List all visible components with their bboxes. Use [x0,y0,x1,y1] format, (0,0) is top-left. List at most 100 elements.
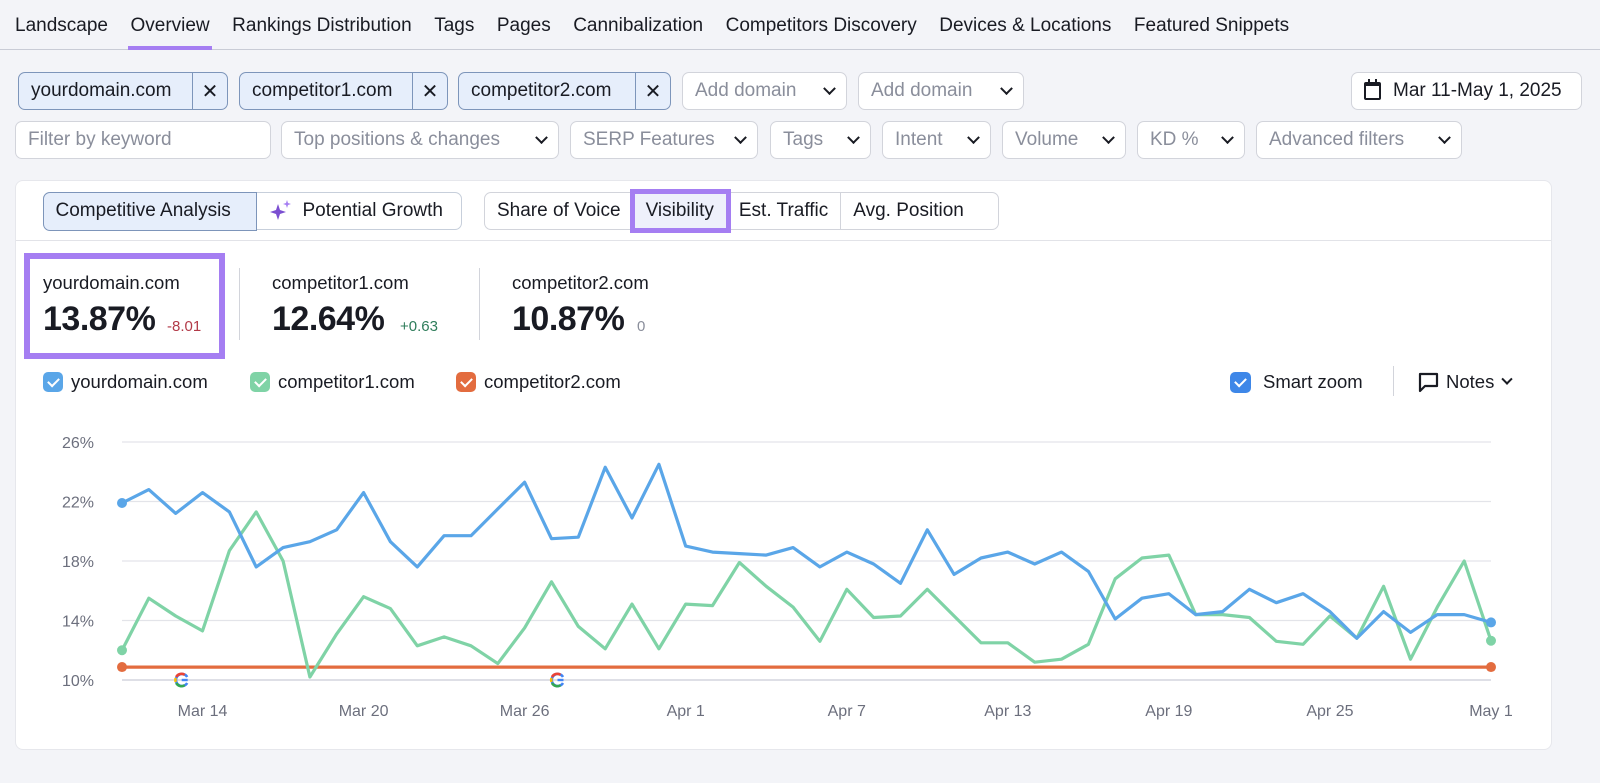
intent-dropdown[interactable]: Intent [882,121,991,159]
metric-share-of-voice[interactable]: Share of Voice [485,193,634,229]
checkbox-icon [43,372,63,392]
tab-overview[interactable]: Overview [128,15,212,50]
legend-label: yourdomain.com [71,371,208,392]
tab-cannibalization[interactable]: Cannibalization [573,15,704,36]
chart-grid [122,441,1491,681]
x-tick-label: Apr 13 [984,703,1031,720]
x-tick-label: May 1 [1469,703,1513,720]
metric-change: +0.63 [400,318,438,335]
chevron-down-icon [1221,130,1234,144]
x-axis: Mar 14 Mar 20 Mar 26 Apr 1 Apr 7 Apr 13 Apr 19… [178,703,1513,720]
checkbox-icon [456,372,476,392]
top-positions-dropdown[interactable]: Top positions & changes [281,121,559,159]
metric-competitor2[interactable]: competitor2.com 10.87% 0 [512,256,712,356]
divider [479,268,480,340]
x-tick-label: Mar 14 [178,703,228,720]
filters-row: Top positions & changes SERP Features Ta… [15,121,1582,159]
series-start-dot [117,497,127,508]
metric-competitor1[interactable]: competitor1.com 12.64% +0.63 [272,256,472,356]
dropdown-label: Tags [783,129,824,150]
smart-zoom-toggle[interactable]: Smart zoom [1230,371,1363,393]
advanced-filters-dropdown[interactable]: Advanced filters [1256,121,1462,159]
serp-features-dropdown[interactable]: SERP Features [570,121,758,159]
divider [1393,366,1394,396]
divider [239,268,240,340]
chevron-down-icon [535,130,548,144]
metric-value: 12.64% [272,300,385,338]
x-tick-label: Apr 25 [1306,703,1353,720]
metric-est-traffic[interactable]: Est. Traffic [727,193,842,229]
smart-zoom-label: Smart zoom [1263,371,1363,392]
tab-featured-snippets[interactable]: Featured Snippets [1133,15,1290,36]
metric-domain: competitor2.com [512,272,649,293]
y-tick-label: 14% [62,614,94,631]
google-update-icon[interactable] [549,672,565,688]
mode-competitive-analysis[interactable]: Competitive Analysis [42,191,257,231]
metric-change: 0 [637,318,646,335]
domain-chip-yourdomain: yourdomain.com ✕ [18,72,228,110]
metric-visibility[interactable]: Visibility [629,189,731,233]
tab-competitors-discovery[interactable]: Competitors Discovery [725,15,917,36]
add-domain-dropdown-1[interactable]: Add domain [682,72,847,110]
notes-dropdown[interactable]: Notes [1418,371,1513,393]
metric-change: -8.01 [167,318,202,335]
metric-domain: yourdomain.com [43,272,180,293]
tags-dropdown[interactable]: Tags [770,121,871,159]
series-line-yourdomain.com[interactable] [121,462,1492,640]
mode-toggle: Competitive Analysis Potential Growth [42,191,462,231]
series-line-competitor1.com[interactable] [120,510,1493,679]
tab-tags[interactable]: Tags [434,15,475,36]
y-tick-label: 26% [62,435,94,452]
series-end-dot [1486,662,1496,673]
domain-chip-label: competitor2.com [459,73,636,109]
series-end-dot [1486,617,1496,628]
domain-chip-competitor1: competitor1.com ✕ [239,72,448,110]
tab-devices-locations[interactable]: Devices & Locations [939,15,1112,36]
y-tick-label: 22% [62,495,94,512]
mode-potential-growth[interactable]: Potential Growth [257,193,462,229]
legend-label: competitor1.com [278,371,415,392]
kd-dropdown[interactable]: KD % [1137,121,1245,159]
keyword-filter-input[interactable] [16,122,270,158]
legend-yourdomain[interactable]: yourdomain.com [43,371,208,393]
domain-chip-label: competitor1.com [240,73,413,109]
metric-toggle: Share of Voice Visibility Est. Traffic A… [484,189,999,233]
legend-label: competitor2.com [484,371,621,392]
metric-value: 13.87% [43,300,156,338]
summary-metrics: yourdomain.com 13.87% -8.01 competitor1.… [16,253,816,359]
domain-chip-competitor2: competitor2.com ✕ [458,72,671,110]
x-tick-label: Apr 19 [1145,703,1192,720]
chevron-down-icon [847,130,860,144]
chevron-down-icon [823,81,836,95]
metric-avg-position[interactable]: Avg. Position [853,200,964,221]
google-update-icon[interactable] [174,672,189,688]
add-domain-label: Add domain [871,80,973,101]
y-tick-label: 10% [62,673,94,690]
legend-competitor1[interactable]: competitor1.com [250,371,415,393]
date-range-picker[interactable]: Mar 11-May 1, 2025 [1351,72,1582,110]
add-domain-label: Add domain [695,80,797,101]
visibility-card: Competitive Analysis Potential Growth Sh… [15,180,1552,750]
tab-rankings-distribution[interactable]: Rankings Distribution [232,15,412,36]
close-icon[interactable]: ✕ [201,80,219,103]
add-domain-dropdown-2[interactable]: Add domain [858,72,1024,110]
tab-landscape[interactable]: Landscape [15,15,108,36]
dropdown-label: Volume [1015,129,1079,150]
volume-dropdown[interactable]: Volume [1002,121,1126,159]
tab-pages[interactable]: Pages [496,15,551,36]
close-icon[interactable]: ✕ [421,80,439,103]
close-icon[interactable]: ✕ [644,80,662,103]
keyword-filter [15,121,271,159]
visibility-line-chart[interactable]: 26% 22% 18% 14% 10% Mar 14 Mar 20 Mar 26 Apr 1 A… [16,411,1553,731]
card-header: Competitive Analysis Potential Growth Sh… [16,181,1551,241]
comment-icon [1418,372,1439,393]
chevron-down-icon [967,130,980,144]
dropdown-label: Advanced filters [1269,129,1405,150]
notes-label: Notes [1446,371,1495,392]
metric-yourdomain[interactable]: yourdomain.com 13.87% -8.01 [24,253,225,359]
legend-competitor2[interactable]: competitor2.com [456,371,621,393]
top-nav-tabs: Landscape Overview Rankings Distribution… [0,0,1600,50]
dropdown-label: Intent [895,129,943,150]
dropdown-label: KD % [1150,129,1199,150]
x-tick-label: Apr 1 [667,703,705,720]
